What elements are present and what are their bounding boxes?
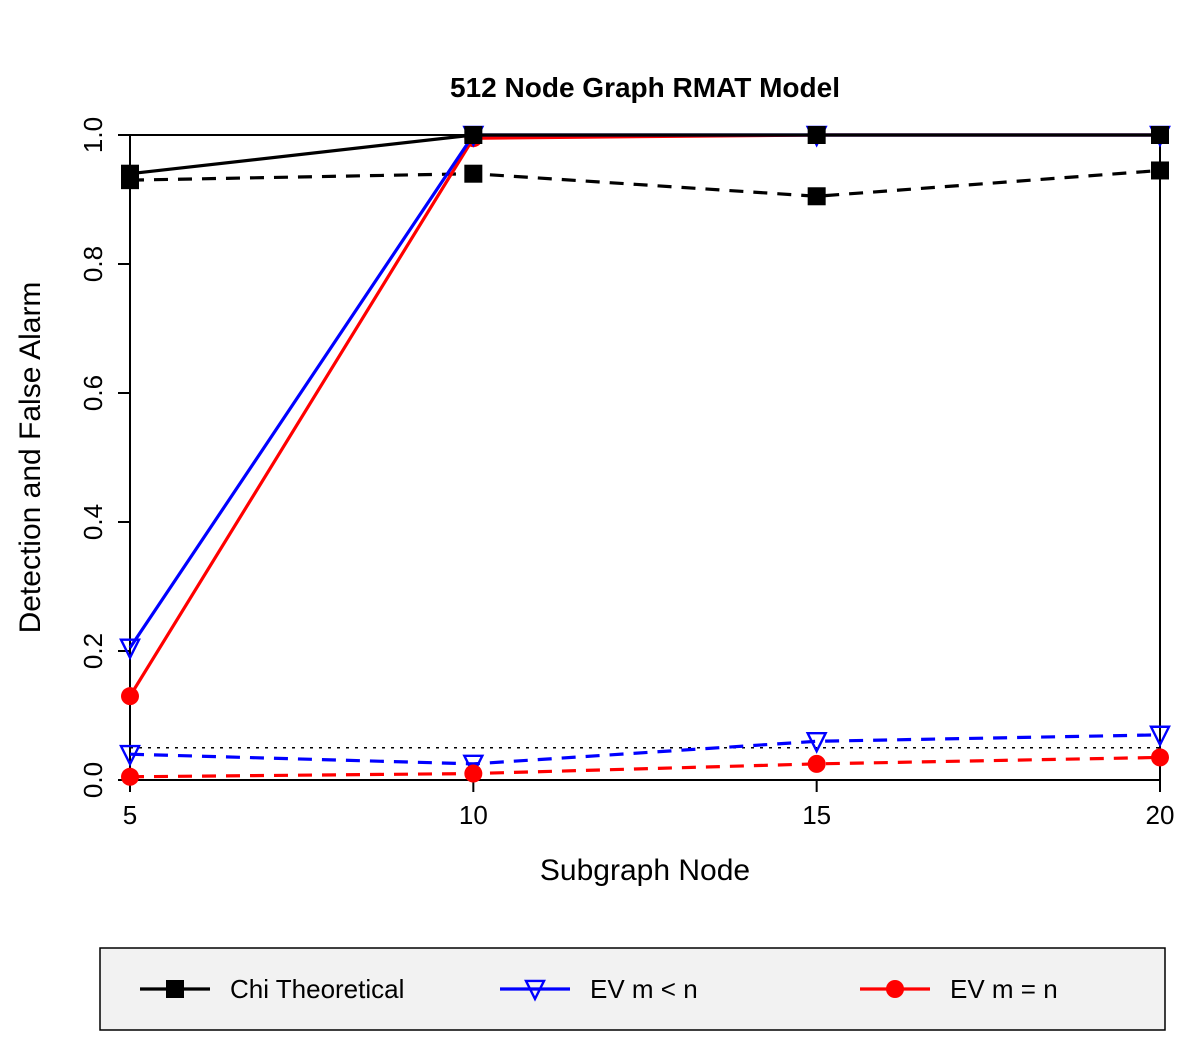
- line-chart: 512 Node Graph RMAT Model 5 10 15 20 Subgraph…: [0, 0, 1200, 1063]
- svg-text:20: 20: [1146, 800, 1175, 830]
- svg-text:EV m < n: EV m < n: [590, 974, 698, 1004]
- svg-text:10: 10: [459, 800, 488, 830]
- svg-text:Detection and False Alarm: Detection and False Alarm: [14, 282, 47, 634]
- svg-text:0.2: 0.2: [78, 633, 108, 669]
- svg-text:0.0: 0.0: [78, 762, 108, 798]
- svg-text:0.4: 0.4: [78, 504, 108, 540]
- svg-text:512 Node Graph RMAT Model: 512 Node Graph RMAT Model: [450, 72, 840, 103]
- svg-text:1.0: 1.0: [78, 117, 108, 153]
- svg-text:EV m = n: EV m = n: [950, 974, 1058, 1004]
- svg-text:0.8: 0.8: [78, 246, 108, 282]
- svg-text:Subgraph Node: Subgraph Node: [540, 854, 750, 887]
- svg-text:5: 5: [123, 800, 137, 830]
- svg-text:0.6: 0.6: [78, 375, 108, 411]
- svg-text:15: 15: [802, 800, 831, 830]
- svg-text:Chi Theoretical: Chi Theoretical: [230, 974, 404, 1004]
- chart-container: 512 Node Graph RMAT Model 5 10 15 20 Subgraph…: [0, 0, 1200, 1063]
